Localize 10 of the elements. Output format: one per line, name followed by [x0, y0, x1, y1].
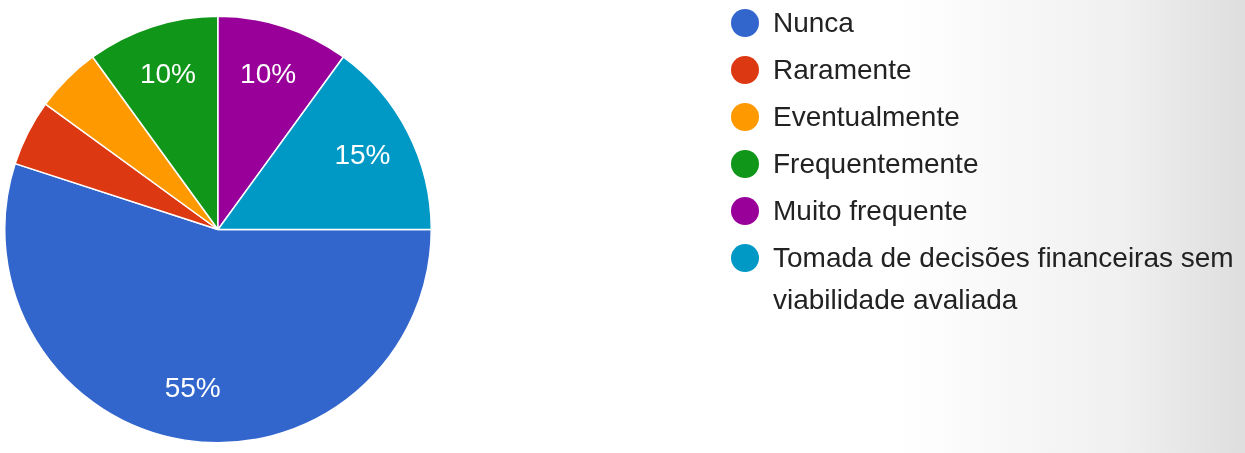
data-label: 15%	[334, 138, 391, 170]
legend-label: Nunca	[773, 6, 855, 40]
legend-label: Frequentemente	[773, 147, 980, 181]
legend-label: Raramente	[773, 53, 913, 87]
data-label: 55%	[164, 372, 221, 404]
legend-label: Tomada de decisões financeiras sem viabilidade avaliada	[773, 241, 1235, 317]
data-label: 10%	[139, 58, 196, 90]
legend-label: Muito frequente	[773, 194, 969, 228]
legend-label: Eventualmente	[773, 100, 961, 134]
data-label: 10%	[240, 58, 297, 90]
